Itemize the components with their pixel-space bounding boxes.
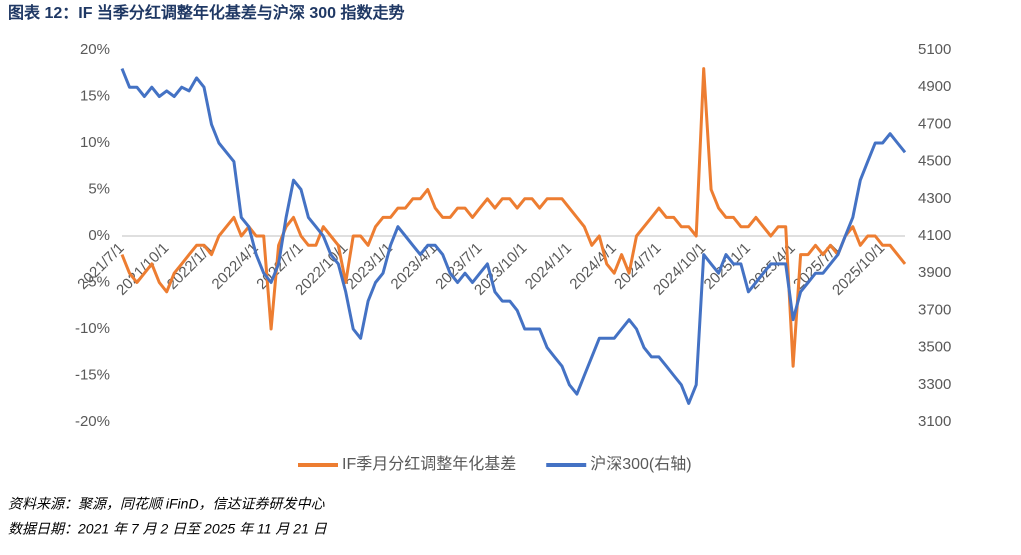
y2-tick-label: 4100 bbox=[918, 227, 951, 244]
y-tick-label: 20% bbox=[80, 41, 110, 58]
y-tick-label: -10% bbox=[75, 320, 110, 337]
x-tick-label: 2022/1/1 bbox=[164, 240, 217, 293]
series-line bbox=[120, 68, 907, 405]
y2-tick-label: 4900 bbox=[918, 78, 951, 95]
x-tick-label: 2024/1/1 bbox=[522, 240, 575, 293]
y2-tick-label: 5100 bbox=[918, 41, 951, 58]
x-tick-label: 2024/4/1 bbox=[566, 240, 619, 293]
series-line bbox=[120, 67, 907, 368]
y2-tick-label: 3300 bbox=[918, 376, 951, 393]
y2-tick-label: 3100 bbox=[918, 413, 951, 430]
y-tick-label: -5% bbox=[83, 273, 110, 290]
y-tick-label: -20% bbox=[75, 413, 110, 430]
y-tick-label: 5% bbox=[88, 180, 110, 197]
legend-label: IF季月分红调整年化基差 bbox=[342, 455, 516, 473]
chart-title: 图表 12：IF 当季分红调整年化基差与沪深 300 指数走势 bbox=[8, 3, 405, 22]
y2-tick-label: 3900 bbox=[918, 264, 951, 281]
y-tick-label: 10% bbox=[80, 134, 110, 151]
date-note: 数据日期：2021 年 7 月 2 日至 2025 年 11 月 21 日 bbox=[8, 521, 328, 537]
y-tick-label: 0% bbox=[88, 227, 110, 244]
y-tick-label: 15% bbox=[80, 87, 110, 104]
y-tick-label: -15% bbox=[75, 366, 110, 383]
legend-label: 沪深300(右轴) bbox=[590, 455, 691, 473]
y2-tick-label: 4300 bbox=[918, 190, 951, 207]
y2-tick-label: 4700 bbox=[918, 115, 951, 132]
y2-tick-label: 3700 bbox=[918, 301, 951, 318]
y2-tick-label: 3500 bbox=[918, 339, 951, 356]
y2-tick-label: 4500 bbox=[918, 153, 951, 170]
source-note: 资料来源：聚源，同花顺 iFinD，信达证券研发中心 bbox=[8, 496, 326, 512]
